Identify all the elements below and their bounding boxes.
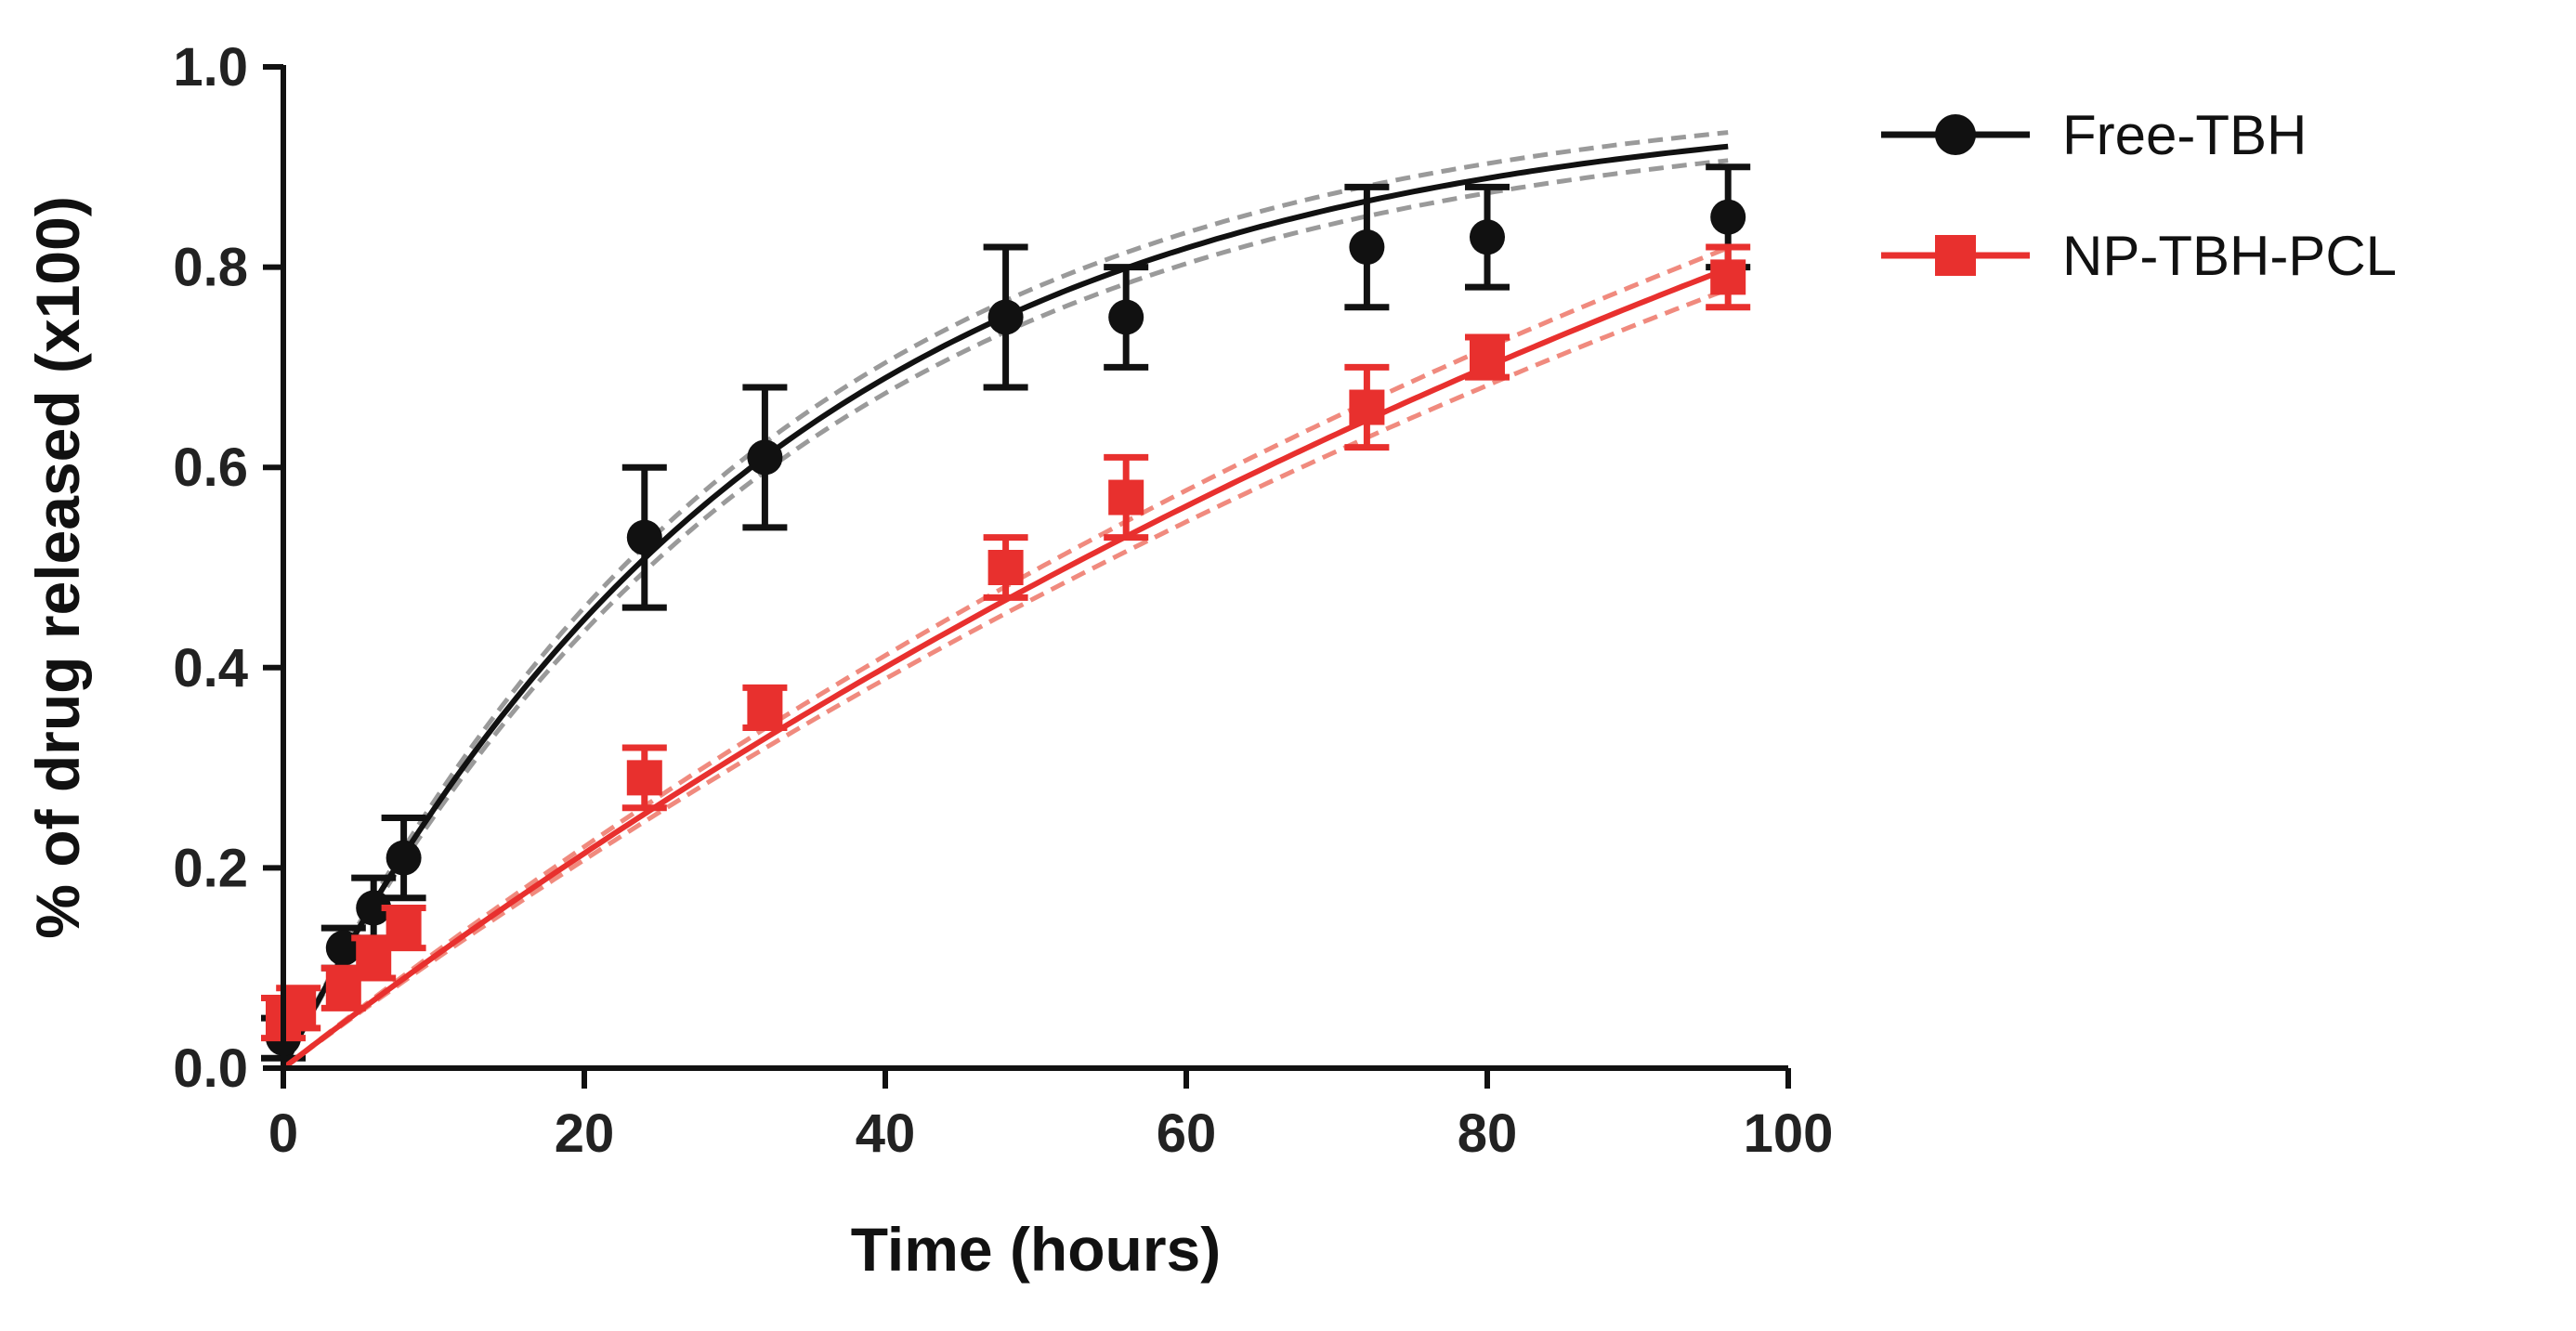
free-tbh-point	[747, 439, 783, 476]
free-tbh-point	[1108, 299, 1144, 335]
y-tick-label: 0.8	[173, 238, 248, 298]
x-tick-label: 80	[1458, 1103, 1518, 1164]
plot-area	[261, 130, 1751, 1071]
np-tbh-pcl-point	[386, 910, 422, 946]
np-tbh-pcl-point	[1470, 339, 1505, 375]
x-tick-label: 60	[1157, 1103, 1217, 1164]
np-tbh-pcl-point	[281, 990, 317, 1026]
x-tick-label: 40	[856, 1103, 916, 1164]
free-tbh-point	[386, 840, 422, 876]
legend-marker-free-tbh	[1935, 114, 1976, 155]
y-tick-label: 0.0	[173, 1038, 248, 1099]
free-tbh-point	[1470, 219, 1505, 255]
np-tbh-pcl-point	[626, 760, 662, 796]
np-tbh-pcl-confidence-lower	[281, 287, 1730, 1071]
free-tbh-point	[1710, 199, 1746, 235]
legend: Free-TBH NP-TBH-PCL	[1881, 104, 2397, 287]
legend-marker-np-tbh-pcl	[1935, 235, 1976, 276]
y-tick-label: 0.4	[173, 638, 248, 698]
x-tick-label: 0	[268, 1103, 298, 1164]
x-tick-label: 100	[1744, 1103, 1834, 1164]
x-axis-title: Time (hours)	[851, 1215, 1221, 1284]
legend-label-np-tbh-pcl: NP-TBH-PCL	[2062, 225, 2397, 287]
x-tick-label: 20	[555, 1103, 615, 1164]
free-tbh-point	[987, 299, 1024, 335]
free-tbh-point	[626, 519, 662, 555]
free-tbh-point	[1349, 229, 1385, 266]
np-tbh-pcl-point	[987, 550, 1024, 585]
legend-label-free-tbh: Free-TBH	[2062, 104, 2307, 166]
np-tbh-pcl-point	[1710, 259, 1746, 295]
np-tbh-pcl-point	[1349, 389, 1385, 425]
y-tick-label: 1.0	[173, 37, 248, 98]
y-tick-label: 0.2	[173, 838, 248, 898]
axes: 0 20 40 60 80 100 0.0 0.2 0.4 0.6 0.8 1.0	[173, 37, 1833, 1164]
np-tbh-pcl-point	[747, 689, 783, 725]
np-tbh-pcl-point	[1108, 479, 1144, 515]
y-tick-label: 0.6	[173, 437, 248, 498]
y-axis-title: % of drug released (x100)	[23, 196, 92, 939]
